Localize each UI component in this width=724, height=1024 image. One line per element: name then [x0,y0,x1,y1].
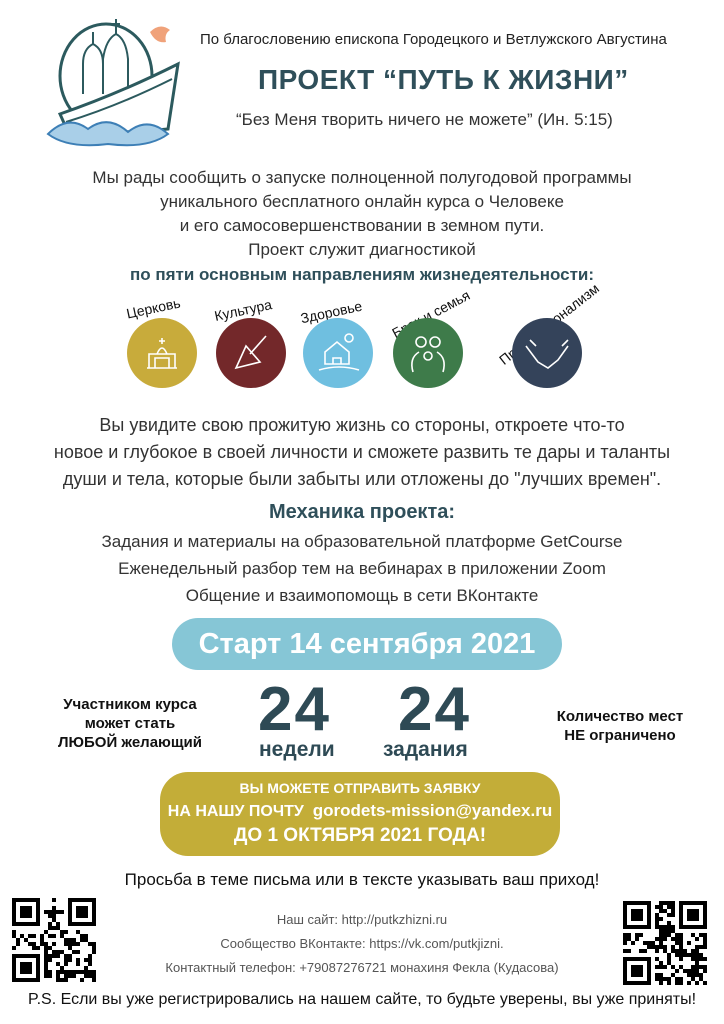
parish-note: Просьба в теме письма или в тексте указы… [124,870,600,889]
intro-line: и его самосовершенствовании в земном пут… [179,216,545,235]
participants-note: Участником курса может стать ЛЮБОЙ желаю… [40,695,220,752]
contact-phone: Контактный телефон: +79087276721 монахин… [165,960,559,975]
participants-line: может стать [84,715,176,732]
tasks-label: задания [383,738,468,761]
participants-line: ЛЮБОЙ желающий [58,734,202,751]
scripture-quote: “Без Меня творить ничего не можете” (Ин.… [236,110,613,129]
intro-line: Мы рады сообщить о запуске полноценной п… [92,168,632,187]
project-logo [46,19,180,147]
house-nature-icon [303,318,373,388]
apply-line: ВЫ МОЖЕТЕ ОТПРАВИТЬ ЗАЯВКУ [239,780,481,796]
weeks-count: 24 [258,675,331,744]
mechanics-heading: Механика проекта: [268,501,456,523]
description-line: души и тела, которые были забыты или отл… [62,469,662,489]
qr-code-site[interactable] [12,898,96,982]
page-title: ПРОЕКТ “ПУТЬ К ЖИЗНИ” [258,64,629,95]
mechanics-item: Общение и взаимопомощь в сети ВКонтакте [185,586,539,605]
description-line: Вы увидите свою прожитую жизнь со сторон… [99,415,625,435]
email-link[interactable]: gorodets-mission@yandex.ru [312,801,553,820]
apply-box: ВЫ МОЖЕТЕ ОТПРАВИТЬ ЗАЯВКУ НА НАШУ ПОЧТУ… [160,772,560,856]
mechanics-list: Задания и материалы на образовательной п… [0,528,724,609]
vk-link[interactable]: Сообщество ВКонтакте: https://vk.com/put… [220,936,504,951]
qr-code-vk[interactable] [623,901,707,985]
start-date-banner: Старт 14 сентября 2021 [172,618,562,670]
weeks-label: недели [259,738,335,761]
apply-deadline: ДО 1 ОКТЯБРЯ 2021 ГОДА! [233,825,487,846]
website-link[interactable]: Наш сайт: http://putkzhizni.ru [276,912,448,927]
contacts: Наш сайт: http://putkzhizni.ru Сообществ… [0,908,724,980]
blessing-text: По благословению епископа Городецкого и … [200,31,667,48]
directions-heading: по пяти основным направлениям жизнедеяте… [129,265,595,284]
tasks-count: 24 [398,675,471,744]
intro-text: Мы рады сообщить о запуске полноценной п… [0,166,724,262]
handshake-icon [512,318,582,388]
balalaika-icon [216,318,286,388]
places-line: Количество мест [556,708,684,725]
places-note: Количество мест НЕ ограничено [525,707,715,745]
places-line: НЕ ограничено [564,727,676,744]
description-line: новое и глубокое в своей личности и смож… [53,442,671,462]
intro-line: уникального бесплатного онлайн курса о Ч… [160,192,564,211]
mechanics-item: Еженедельный разбор тем на вебинарах в п… [118,559,606,578]
intro-line: Проект служит диагностикой [248,240,476,259]
description-text: Вы увидите свою прожитую жизнь со сторон… [0,412,724,493]
apply-line: НА НАШУ ПОЧТУ [167,803,304,820]
ps-note: P.S. Если вы уже регистрировались на наш… [27,991,697,1008]
church-icon [127,318,197,388]
family-icon [393,318,463,388]
participants-line: Участником курса [63,696,197,713]
mechanics-item: Задания и материалы на образовательной п… [101,532,623,551]
